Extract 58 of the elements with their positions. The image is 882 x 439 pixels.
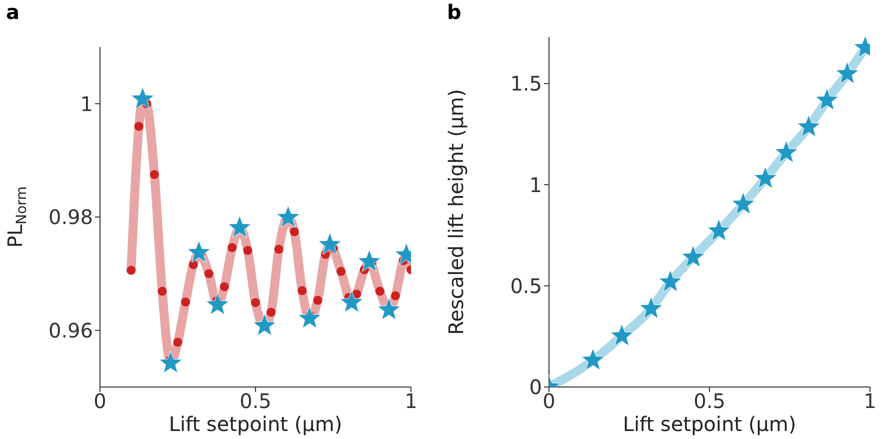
point (732, 192, 755, 214)
point (298, 306, 322, 328)
point (173, 338, 182, 347)
point (313, 296, 322, 305)
point (377, 298, 401, 320)
point (187, 240, 211, 263)
y-tick-label: 0.5 (510, 274, 542, 298)
x-tick-label: 0.5 (240, 389, 272, 414)
point (390, 291, 400, 300)
y-tick-label: 1 (529, 172, 542, 197)
point (158, 286, 167, 296)
x-tick-label: 0.5 (694, 389, 726, 414)
point (318, 232, 342, 255)
point (290, 227, 299, 236)
chart-title: a (6, 0, 20, 24)
x-axis-title: Lift setpoint (µm) (168, 412, 342, 436)
point (228, 243, 237, 252)
point (251, 298, 260, 308)
point (754, 166, 778, 189)
point (340, 290, 364, 313)
y-tick-label: 0.96 (48, 318, 93, 342)
point (681, 245, 705, 268)
point (220, 282, 229, 292)
y-tick-label: 0.98 (48, 205, 93, 230)
point (266, 308, 276, 317)
point (639, 296, 663, 319)
point (707, 218, 730, 241)
point (836, 62, 859, 84)
point (274, 244, 284, 254)
point (134, 122, 144, 131)
point (375, 286, 384, 296)
point (206, 292, 230, 315)
point (581, 348, 605, 370)
point (815, 88, 839, 110)
point (797, 114, 820, 137)
point (774, 140, 798, 163)
point (130, 86, 154, 110)
point (243, 246, 252, 255)
x-tick-label: 1 (404, 389, 418, 414)
point (126, 266, 136, 275)
point (336, 266, 346, 276)
y-axis-title: Rescaled lift height (µm) (444, 89, 468, 335)
point (610, 324, 634, 346)
chart-title: b (447, 0, 462, 24)
point (158, 350, 182, 374)
point (150, 170, 159, 179)
y-tick-label: 1.5 (510, 72, 542, 96)
x-tick-label: 1 (864, 389, 876, 414)
x-axis-title: Lift setpoint (µm) (622, 412, 796, 436)
point (228, 216, 252, 238)
point (181, 298, 190, 306)
y-tick-label: 1 (80, 92, 93, 116)
point (298, 286, 307, 296)
point (252, 314, 276, 336)
point (276, 205, 300, 228)
point (358, 250, 381, 272)
point (658, 270, 682, 292)
point (204, 269, 214, 278)
